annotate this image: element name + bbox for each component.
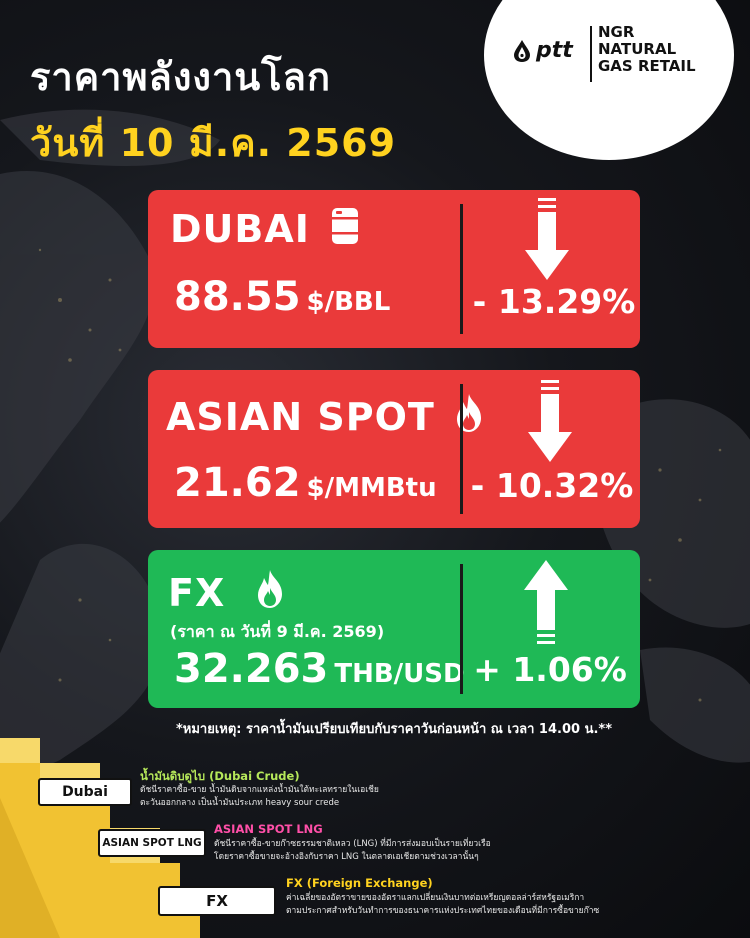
flame-icon: [457, 394, 482, 432]
card-name-text: DUBAI: [170, 207, 310, 251]
glossary-label-fx: FX: [158, 886, 276, 916]
glossary-desc-fx: ค่าเฉลี่ยของอัตราขายของอัตราแลกเปลี่ยนเง…: [286, 892, 599, 918]
glossary-title-dubai: น้ำมันดิบดูไบ (Dubai Crude): [140, 769, 300, 783]
price-value: 32.263: [174, 646, 329, 692]
ngr-logo: NGR NATURAL GAS RETAIL: [598, 24, 696, 75]
change-percent: + 1.06%: [473, 650, 627, 689]
price-value: 21.62: [174, 460, 301, 506]
page-title: ราคาพลังงานโลก: [30, 55, 331, 99]
glossary-desc-dubai: ดัชนีราคาซื้อ-ขาย น้ำมันดิบจากแหล่งน้ำมั…: [140, 784, 379, 810]
card-name: ASIAN SPOT: [166, 392, 485, 439]
arrow-down-icon: [525, 198, 569, 280]
ngr-line-1: NGR: [598, 23, 635, 41]
desc-line: ดัชนีราคาซื้อ-ขายก๊าซธรรมชาติเหลว (LNG) …: [214, 839, 491, 849]
card-name-text: FX: [168, 571, 226, 615]
glossary-label-asian-spot-lng: ASIAN SPOT LNG: [98, 829, 206, 857]
card-price: 21.62 $/MMBtu: [174, 460, 437, 506]
ptt-drop-icon: [514, 40, 530, 62]
price-unit: $/BBL: [306, 287, 391, 317]
card-divider: [460, 384, 463, 514]
ptt-logo: ptt: [512, 38, 573, 63]
card-price: 88.55 $/BBL: [174, 274, 390, 320]
price-value: 88.55: [174, 274, 301, 320]
price-card-fx: FX (ราคา ณ วันที่ 9 มี.ค. 2569) 32.263 TH…: [148, 550, 640, 708]
card-price: 32.263 THB/USD: [174, 646, 465, 692]
card-name: DUBAI: [170, 206, 360, 251]
glossary-desc-asian-spot-lng: ดัชนีราคาซื้อ-ขายก๊าซธรรมชาติเหลว (LNG) …: [214, 838, 491, 864]
price-unit: THB/USD: [334, 659, 465, 689]
desc-line: ค่าเฉลี่ยของอัตราขายของอัตราแลกเปลี่ยนเง…: [286, 893, 585, 903]
glossary-title-fx: FX (Foreign Exchange): [286, 876, 433, 890]
card-divider: [460, 564, 463, 694]
card-name: FX: [168, 568, 286, 615]
ptt-wordmark: ptt: [536, 38, 573, 63]
flame-icon: [257, 570, 282, 608]
desc-line: โดยราคาซื้อขายจะอ้างอิงกับราคา LNG ในตลา…: [214, 852, 479, 862]
desc-line: ดัชนีราคาซื้อ-ขาย น้ำมันดิบจากแหล่งน้ำมั…: [140, 785, 379, 795]
footnote: *หมายเหตุ: ราคาน้ำมันเปรียบเทียบกับราคาว…: [175, 722, 612, 737]
glossary-title-asian-spot-lng: ASIAN SPOT LNG: [214, 822, 323, 836]
price-card-asian-spot: ASIAN SPOT 21.62 $/MMBtu - 10.32%: [148, 370, 640, 528]
ngr-line-2: NATURAL: [598, 40, 677, 58]
glossary-label-dubai: Dubai: [38, 778, 132, 806]
arrow-down-icon: [528, 380, 572, 462]
page-date: วันที่ 10 มี.ค. 2569: [30, 121, 397, 165]
price-card-dubai: DUBAI 88.55 $/BBL - 13.29%: [148, 190, 640, 348]
price-unit: $/MMBtu: [306, 473, 437, 503]
change-percent: - 10.32%: [470, 466, 634, 505]
card-divider: [460, 204, 463, 334]
oil-barrel-icon: [332, 208, 359, 244]
card-name-text: ASIAN SPOT: [166, 395, 435, 439]
change-percent: - 13.29%: [472, 282, 636, 321]
fx-date-note: (ราคา ณ วันที่ 9 มี.ค. 2569): [170, 622, 385, 641]
logo-divider: [590, 26, 592, 82]
ngr-line-3: GAS RETAIL: [598, 57, 696, 75]
desc-line: ตามประกาศสำหรับวันทำการของธนาคารแห่งประเ…: [286, 906, 600, 916]
arrow-up-icon: [524, 560, 568, 644]
desc-line: ตะวันออกกลาง เป็นน้ำมันประเภท heavy sour…: [140, 798, 340, 808]
